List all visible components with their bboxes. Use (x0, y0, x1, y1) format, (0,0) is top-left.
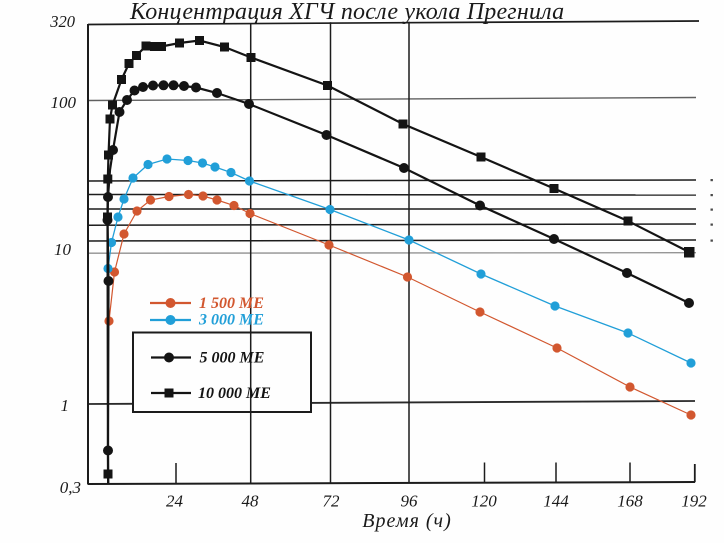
svg-text:0,3: 0,3 (60, 478, 81, 497)
svg-text:1 500 МЕ: 1 500 МЕ (199, 295, 264, 312)
svg-text:100: 100 (51, 93, 77, 112)
svg-text:192: 192 (681, 492, 707, 511)
svg-text:3 000 МЕ: 3 000 МЕ (198, 312, 264, 329)
svg-text:120: 120 (471, 492, 497, 511)
svg-text:Концентрация ХГЧ после укола П: Концентрация ХГЧ после укола Прегнила (129, 0, 564, 25)
svg-text:144: 144 (543, 492, 569, 511)
svg-text:320: 320 (49, 12, 76, 31)
svg-text:10 000 МЕ: 10 000 МЕ (198, 385, 271, 402)
svg-text:96: 96 (401, 492, 419, 511)
svg-text:1: 1 (61, 396, 70, 415)
svg-text:24: 24 (166, 492, 184, 511)
svg-text:168: 168 (617, 492, 643, 511)
svg-text:10: 10 (54, 240, 72, 259)
svg-text:5 000 МЕ: 5 000 МЕ (200, 350, 265, 367)
svg-text:48: 48 (242, 492, 260, 511)
svg-text:72: 72 (323, 492, 341, 511)
svg-text:Время (ч): Время (ч) (362, 510, 452, 532)
